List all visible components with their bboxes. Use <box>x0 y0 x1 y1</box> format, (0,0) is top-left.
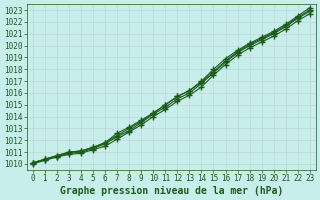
X-axis label: Graphe pression niveau de la mer (hPa): Graphe pression niveau de la mer (hPa) <box>60 186 283 196</box>
